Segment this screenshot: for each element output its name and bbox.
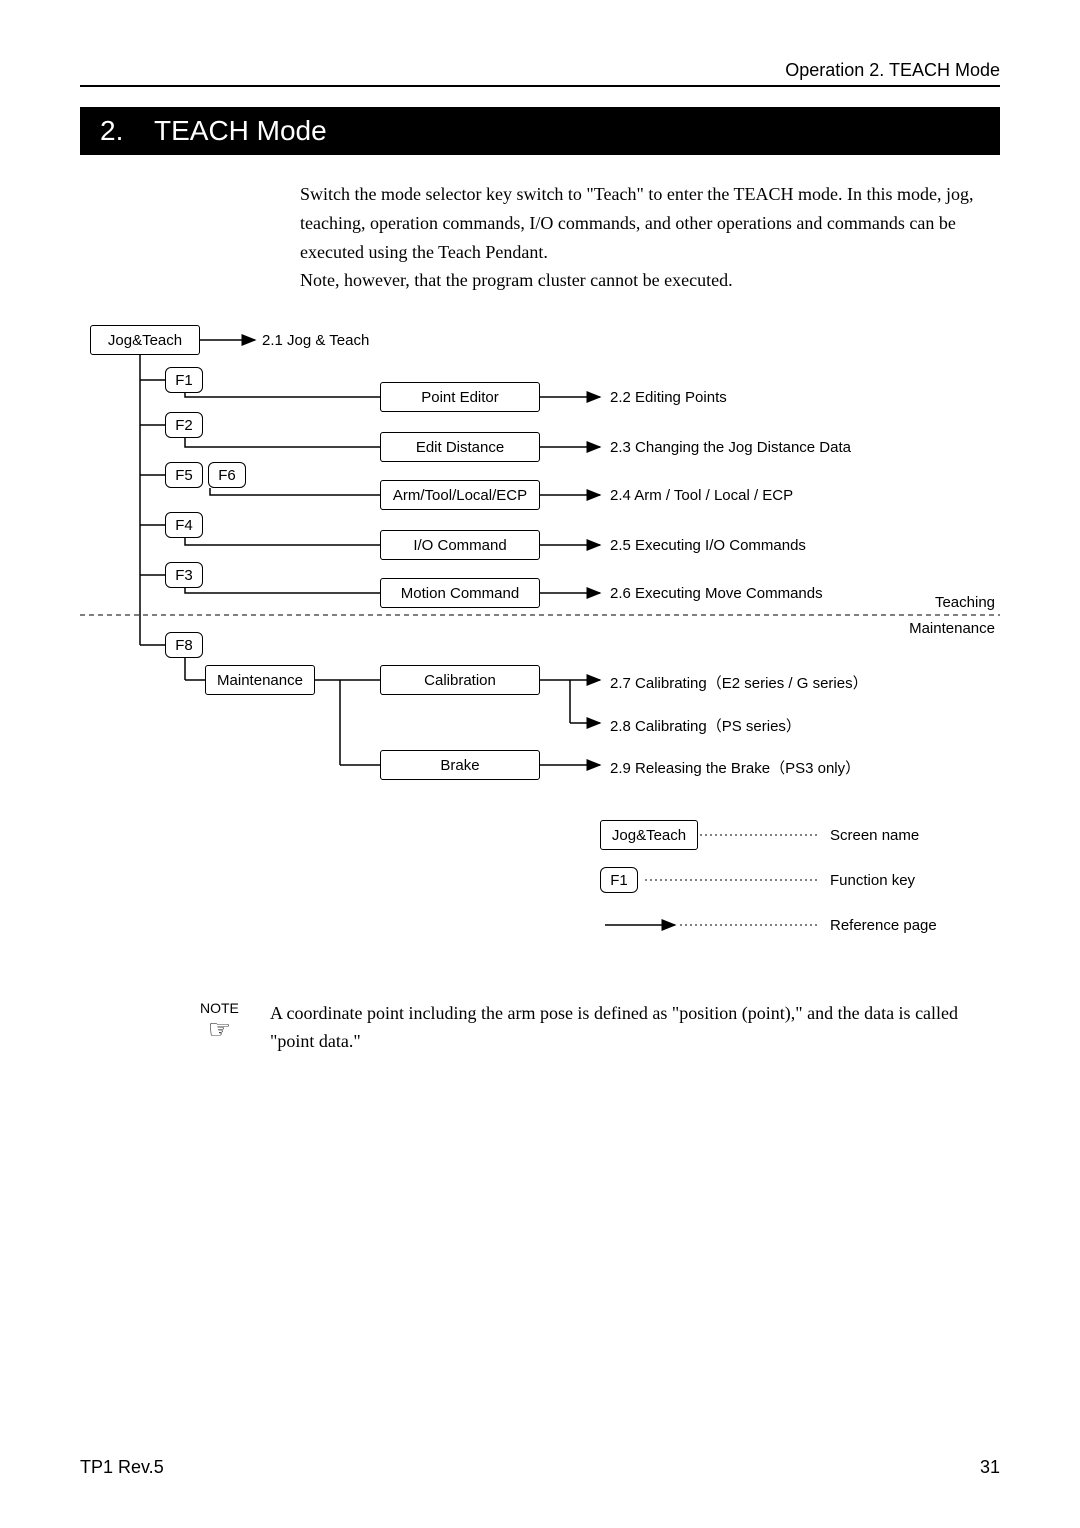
screen-brake: Brake	[380, 750, 540, 780]
legend-fkey-box: F1	[600, 867, 638, 893]
fkey-f2: F2	[165, 412, 203, 438]
ref-2-5: 2.5 Executing I/O Commands	[610, 537, 806, 554]
screen-calibration: Calibration	[380, 665, 540, 695]
ref-2-2: 2.2 Editing Points	[610, 389, 727, 406]
zone-maintenance: Maintenance	[909, 620, 995, 637]
intro-paragraph: Switch the mode selector key switch to "…	[300, 180, 980, 295]
ref-2-3: 2.3 Changing the Jog Distance Data	[610, 439, 851, 456]
fkey-f3: F3	[165, 562, 203, 588]
section-heading: 2. TEACH Mode	[80, 107, 1000, 155]
footer-left: TP1 Rev.5	[80, 1457, 164, 1478]
intro-line-1: Switch the mode selector key switch to "…	[300, 180, 980, 266]
ref-2-6: 2.6 Executing Move Commands	[610, 585, 823, 602]
legend-screen-box: Jog&Teach	[600, 820, 698, 850]
page-header: Operation 2. TEACH Mode	[80, 60, 1000, 87]
note-block: NOTE ☞ A coordinate point including the …	[200, 1000, 980, 1056]
flow-diagram: Jog&Teach 2.1 Jog & Teach F1 F2 F5 F6 F4…	[80, 325, 1000, 985]
legend-ref-label: Reference page	[830, 917, 937, 934]
note-text: A coordinate point including the arm pos…	[270, 1000, 980, 1056]
fkey-f1: F1	[165, 367, 203, 393]
screen-io-command: I/O Command	[380, 530, 540, 560]
legend-fkey-label: Function key	[830, 872, 915, 889]
legend-screen-label: Screen name	[830, 827, 919, 844]
ref-2-4: 2.4 Arm / Tool / Local / ECP	[610, 487, 793, 504]
screen-maintenance: Maintenance	[205, 665, 315, 695]
screen-edit-distance: Edit Distance	[380, 432, 540, 462]
ref-2-8: 2.8 Calibrating（PS series）	[610, 715, 801, 736]
screen-point-editor: Point Editor	[380, 382, 540, 412]
ref-2-7: 2.7 Calibrating（E2 series / G series）	[610, 672, 868, 693]
fkey-f6: F6	[208, 462, 246, 488]
ref-2-9: 2.9 Releasing the Brake（PS3 only）	[610, 757, 860, 778]
note-label: NOTE ☞	[200, 1000, 239, 1042]
fkey-f4: F4	[165, 512, 203, 538]
zone-teaching: Teaching	[935, 594, 995, 611]
page-footer: TP1 Rev.5 31	[80, 1457, 1000, 1478]
screen-jog-teach: Jog&Teach	[90, 325, 200, 355]
footer-right: 31	[980, 1457, 1000, 1478]
screen-arm-tool: Arm/Tool/Local/ECP	[380, 480, 540, 510]
section-title: TEACH Mode	[154, 115, 327, 146]
fkey-f5: F5	[165, 462, 203, 488]
ref-2-1: 2.1 Jog & Teach	[262, 332, 369, 349]
section-number: 2.	[100, 115, 123, 146]
intro-line-2: Note, however, that the program cluster …	[300, 266, 980, 295]
fkey-f8: F8	[165, 632, 203, 658]
screen-motion-command: Motion Command	[380, 578, 540, 608]
hand-icon: ☞	[200, 1016, 239, 1042]
